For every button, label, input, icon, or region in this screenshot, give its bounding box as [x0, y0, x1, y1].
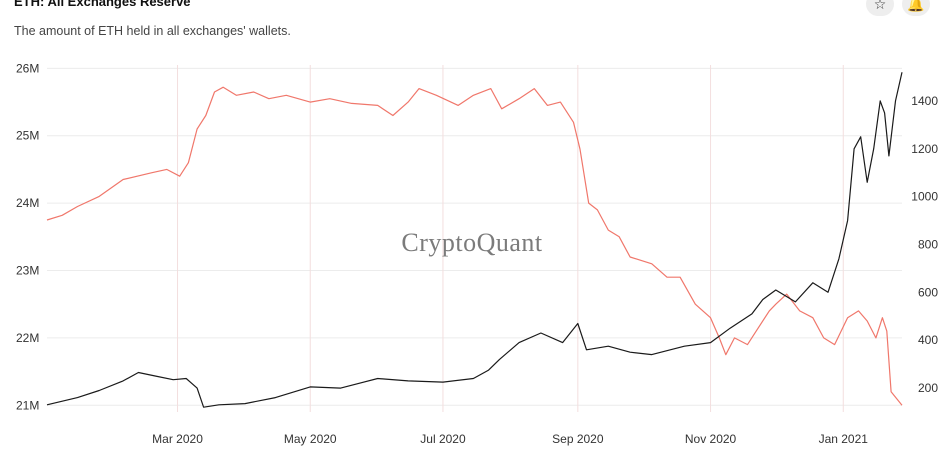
x-tick-label: Nov 2020 — [685, 432, 737, 446]
x-tick-label: May 2020 — [284, 432, 337, 446]
x-tick-label: Sep 2020 — [552, 432, 604, 446]
bell-icon[interactable]: 🔔 — [902, 0, 930, 16]
y-left-tick-label: 22M — [16, 331, 39, 345]
y-left-tick-label: 21M — [16, 398, 39, 412]
y-left-tick-label: 23M — [16, 264, 39, 278]
y-right-tick-label: 200 — [918, 381, 938, 395]
x-tick-label: Jul 2020 — [420, 432, 466, 446]
y-left-tick-label: 25M — [16, 129, 39, 143]
y-left-tick-label: 26M — [16, 61, 39, 75]
y-right-tick-label: 800 — [918, 237, 938, 251]
y-right-tick-label: 1000 — [911, 190, 938, 204]
star-icon[interactable]: ☆ — [866, 0, 894, 16]
reserve-series-line — [46, 86, 903, 406]
price-series-line — [46, 72, 903, 408]
y-right-tick-label: 1200 — [911, 142, 938, 156]
y-left-tick-label: 24M — [16, 196, 39, 210]
x-tick-label: Mar 2020 — [152, 432, 203, 446]
chart-subtitle: The amount of ETH held in all exchanges'… — [14, 24, 291, 38]
y-right-tick-label: 400 — [918, 333, 938, 347]
watermark-text: CryptoQuant — [401, 228, 543, 257]
y-right-tick-label: 600 — [918, 285, 938, 299]
x-tick-label: Jan 2021 — [819, 432, 869, 446]
chart-title: ETH: All Exchanges Reserve — [14, 0, 191, 9]
y-right-tick-label: 1400 — [911, 94, 938, 108]
